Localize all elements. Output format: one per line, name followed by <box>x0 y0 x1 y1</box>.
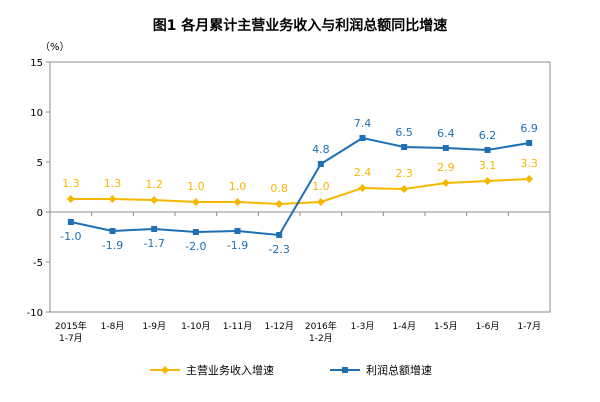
data-point <box>526 140 533 146</box>
x-tick-label: 1-4月 <box>392 321 416 332</box>
x-tick-label: 2015年 <box>55 320 87 332</box>
y-unit-label: （%） <box>40 41 70 53</box>
data-point <box>192 229 199 235</box>
data-label: 3.1 <box>479 159 497 172</box>
data-point <box>275 200 284 208</box>
data-label: 2.4 <box>354 166 372 179</box>
data-label: 2.9 <box>437 161 455 174</box>
legend-item: 利润总额增速 <box>330 363 432 377</box>
data-label: -1.7 <box>143 237 164 250</box>
data-label: 4.8 <box>312 143 330 156</box>
legend-label: 主营业务收入增速 <box>186 363 274 377</box>
data-point <box>67 219 74 225</box>
data-point <box>109 228 116 234</box>
data-point <box>483 177 492 185</box>
data-label: 6.2 <box>479 129 497 142</box>
data-label: -1.0 <box>60 230 81 243</box>
series-line <box>70 178 530 206</box>
data-label: 7.4 <box>354 117 372 130</box>
legend: 主营业务收入增速 利润总额增速 <box>150 363 432 377</box>
chart-title: 图1 各月累计主营业务收入与利润总额同比增速 <box>153 17 448 34</box>
legend-label: 利润总额增速 <box>366 363 432 377</box>
data-label: -2.3 <box>268 243 289 256</box>
x-tick-label: 2016年 <box>305 320 337 332</box>
series-line <box>70 136 530 237</box>
data-point <box>191 198 200 206</box>
data-label: -1.9 <box>227 239 248 252</box>
y-axis: -10 -5 0 5 10 15 <box>27 58 50 319</box>
x-tick-label: 1-5月 <box>434 321 458 332</box>
data-point <box>151 226 158 232</box>
data-point <box>484 147 491 153</box>
data-point <box>150 196 159 204</box>
x-tick-label: 1-3月 <box>351 321 375 332</box>
series-layer: 1.3 1.3 1.2 1.0 1.0 0.8 1.02.4 2.3 2.9 3.1 3.3-1.0… <box>60 117 538 256</box>
series-revenue: 1.3 1.3 1.2 1.0 1.0 0.8 1.0 2.4 2.3 2.9 3.1 3.3 <box>62 157 538 208</box>
data-point <box>317 161 324 167</box>
data-label: 1.2 <box>145 178 163 191</box>
data-point <box>525 175 534 183</box>
y-tick-label: -10 <box>27 308 43 319</box>
data-point <box>66 195 75 203</box>
data-label: 6.9 <box>520 122 538 135</box>
data-point <box>441 179 450 187</box>
legend-marker <box>161 366 169 374</box>
data-point <box>234 228 241 234</box>
data-label: -2.0 <box>185 240 206 253</box>
x-tick-label: 1-11月 <box>223 321 252 332</box>
data-point <box>358 184 367 192</box>
data-point <box>276 232 283 238</box>
series-profit: -1.0 -1.9 -1.7 -2.0 -1.9 -2.3 4.8 7.4 6.5 6.4 6.2 6… <box>60 117 538 256</box>
plot-border <box>49 61 551 313</box>
x-tick-label: 1-6月 <box>476 321 500 332</box>
x-tick-label: 1-9月 <box>142 321 166 332</box>
legend-marker <box>342 367 348 373</box>
y-tick-label: 5 <box>37 158 43 169</box>
data-point <box>442 145 449 151</box>
data-label: 2.3 <box>395 167 413 180</box>
data-point <box>108 195 117 203</box>
data-point <box>359 135 366 141</box>
data-point <box>400 185 409 193</box>
data-label: 1.0 <box>187 180 205 193</box>
plot-area <box>49 61 551 313</box>
data-point <box>233 198 242 206</box>
data-label: 6.4 <box>437 127 455 140</box>
data-label: 1.0 <box>312 180 330 193</box>
y-tick-label: 15 <box>30 58 43 69</box>
y-tick-label: 10 <box>30 108 43 119</box>
x-tick-label: 1-8月 <box>101 321 125 332</box>
data-label: 6.5 <box>395 126 413 139</box>
data-label: 1.3 <box>62 177 80 190</box>
x-tick-label: 1-2月 <box>309 333 333 344</box>
data-label: 0.8 <box>270 182 288 195</box>
x-tick-label: 1-10月 <box>181 321 210 332</box>
data-label: 3.3 <box>520 157 538 170</box>
data-label: 1.3 <box>104 177 122 190</box>
data-point <box>316 198 325 206</box>
y-tick-label: 0 <box>37 208 43 219</box>
data-point <box>401 144 408 150</box>
data-label: 1.0 <box>229 180 247 193</box>
data-label: -1.9 <box>102 239 123 252</box>
legend-item: 主营业务收入增速 <box>150 363 274 377</box>
x-tick-label: 1-7月 <box>517 321 541 332</box>
x-tick-label: 1-7月 <box>59 333 83 344</box>
x-tick-label: 1-12月 <box>264 321 293 332</box>
y-tick-label: -5 <box>33 258 43 269</box>
